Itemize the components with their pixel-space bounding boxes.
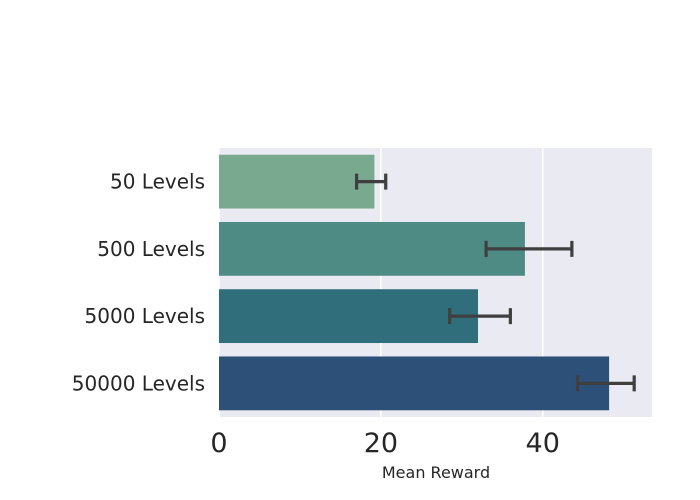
category-label: 500 Levels bbox=[97, 237, 205, 261]
error-bar bbox=[354, 173, 388, 190]
bar bbox=[219, 154, 375, 209]
category-label: 50000 Levels bbox=[72, 371, 205, 395]
error-bar bbox=[448, 308, 512, 325]
category-label: 50 Levels bbox=[110, 170, 205, 194]
bar bbox=[219, 289, 478, 344]
bar bbox=[219, 356, 610, 411]
category-labels: 50 Levels 500 Levels 5000 Levels 50000 Leve… bbox=[72, 170, 205, 396]
bar bbox=[219, 221, 525, 276]
error-bars bbox=[354, 173, 636, 392]
x-axis-title: Mean Reward bbox=[382, 463, 490, 482]
error-bar bbox=[484, 240, 574, 257]
x-tick-label: 40 bbox=[526, 428, 560, 459]
error-bar bbox=[575, 375, 636, 392]
category-label: 5000 Levels bbox=[85, 304, 205, 328]
bars bbox=[219, 154, 610, 411]
x-tick-label: 0 bbox=[210, 428, 227, 459]
x-tick-label: 20 bbox=[364, 428, 398, 459]
x-tick-labels: 0 20 40 bbox=[210, 428, 560, 459]
